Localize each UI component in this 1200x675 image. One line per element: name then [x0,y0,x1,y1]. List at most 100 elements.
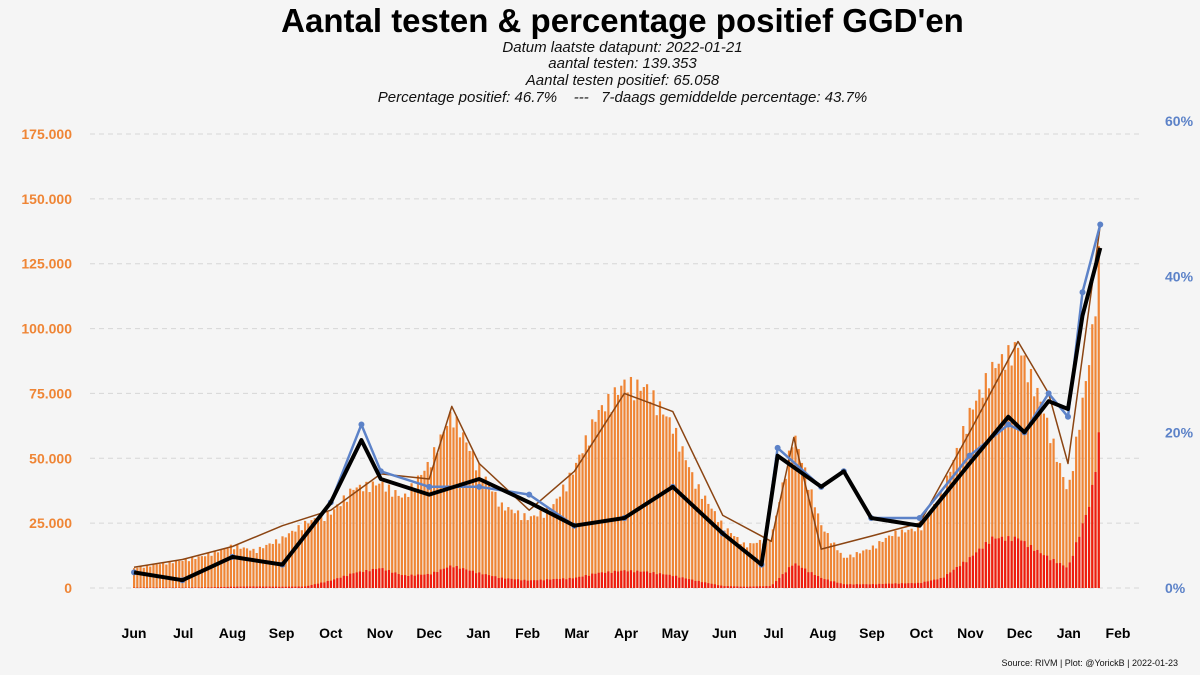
tests-bar [820,525,823,588]
tests-bar [310,520,313,588]
positive-bar [813,575,816,588]
chart-title: Aantal testen & percentage positief GGD'… [281,2,964,39]
positive-bar [1004,540,1007,588]
tests-bar [723,530,726,588]
tests-bar [587,445,591,588]
positive-bar [536,580,539,588]
positive-bar [978,548,981,588]
x-axis: Jun Jul Aug Sep Oct Nov Dec Jan Feb Mar Apr May Jun J… [122,625,1131,641]
tests-bar [491,491,494,588]
tests-bar [494,491,497,588]
positive-bar [516,579,520,588]
x-tick-label: Feb [1106,625,1131,641]
positive-bar [778,577,781,588]
positive-bar [445,567,449,588]
tests-bar [616,394,620,588]
tests-bar [320,514,323,588]
tests-bar [513,513,516,588]
positive-bar [707,583,710,588]
tests-bar [633,400,636,588]
positive-bar [694,580,697,588]
tests-bar [1078,429,1081,588]
positive-bar [616,571,620,588]
tests-bar [529,516,533,588]
pct-positive-line-point [966,452,973,459]
tests-bar [662,414,665,588]
tests-bar [1091,324,1094,588]
positive-bar [355,572,358,588]
positive-bar [1068,562,1071,588]
positive-bar [439,569,442,588]
tests-bar [562,484,565,588]
positive-bar [278,586,281,588]
positive-bar [571,578,574,588]
tests-bar [445,425,449,588]
positive-bar [362,572,365,588]
positive-bar [881,584,884,588]
positive-bar [504,578,507,588]
positive-bar [939,578,942,588]
tests-bar [978,389,981,588]
positive-bar [849,584,852,588]
tests-bar [407,496,410,588]
tests-bar [868,549,871,588]
positive-bar [768,586,771,588]
tests-bar [629,376,633,588]
tests-bar [433,447,436,588]
tests-bar [955,447,958,588]
y-right-tick-label: 20% [1165,424,1194,440]
tests-bar [413,488,416,588]
tests-bar [862,550,865,588]
x-tick-label: Jun [122,625,147,641]
tests-bar [342,495,345,588]
tests-bar [710,508,713,588]
positive-bar [820,577,823,588]
tests-bar [249,550,252,588]
positive-bar [610,572,613,588]
tests-bar [203,556,207,588]
tests-bar [671,433,674,588]
positive-bar [1046,555,1049,588]
positive-bar [233,586,236,588]
tests-bar [787,450,791,588]
tests-bar [268,543,271,588]
positive-bar [645,571,649,588]
positive-bar [949,572,952,588]
tests-bar [884,537,887,588]
positive-bar [1097,432,1100,588]
positive-bar [255,586,258,588]
positive-bar [800,567,804,588]
positive-bar [339,577,342,588]
tests-bar [823,531,826,588]
tests-bar [604,411,607,588]
tests-bar [904,532,907,588]
tests-bar [852,557,855,588]
tests-bar [694,488,697,588]
positive-bar [962,561,965,588]
tests-bar [378,483,381,588]
positive-bar [845,584,849,588]
tests-bar [333,509,336,588]
tests-bar [958,448,962,588]
positive-bar [478,572,481,588]
tests-bar [1071,471,1075,588]
positive-bar [297,586,300,588]
source-credit: Source: RIVM | Plot: @YorickB | 2022-01-… [1001,658,1178,668]
positive-bar [620,570,623,588]
tests-bar [994,368,997,588]
positive-bar [252,586,255,588]
tests-bar [426,461,429,588]
positive-bar [584,575,587,588]
tests-bar [555,498,558,588]
positive-bar [236,586,239,588]
tests-bar [775,515,778,588]
positive-bar [1071,555,1075,588]
tests-bar [516,510,520,588]
pct-positive-line-point [476,483,483,490]
tests-bar [207,553,210,588]
positive-bar [658,573,662,588]
tests-bar [704,495,707,588]
positive-bar [971,555,975,588]
positive-bar [829,581,833,588]
tests-bar [404,493,407,588]
